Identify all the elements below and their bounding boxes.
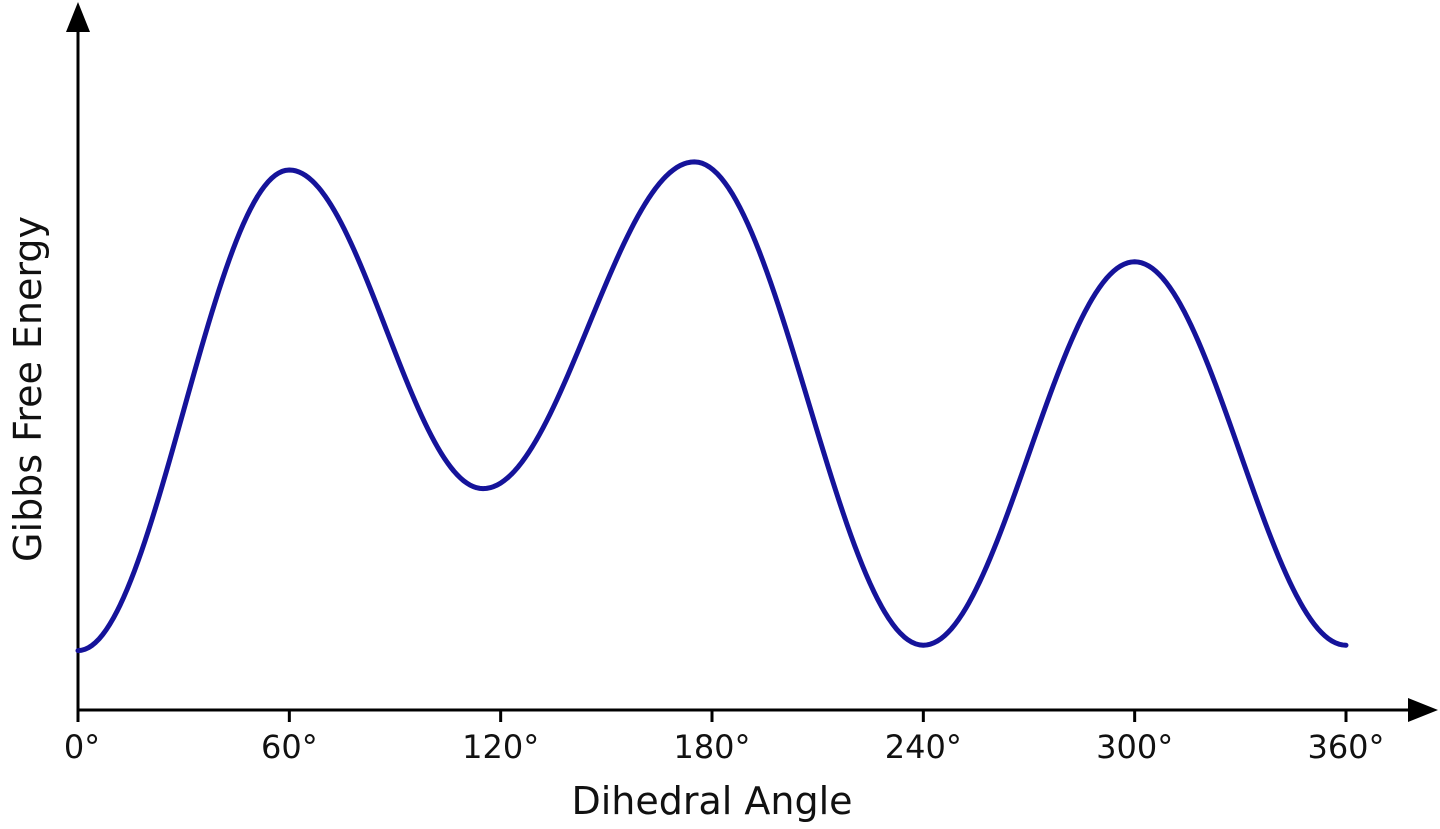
x-tick-label: 0°: [64, 728, 100, 766]
y-axis-arrowhead: [66, 2, 90, 32]
energy-curve-line: [75, 159, 1349, 654]
x-tick-label: 240°: [885, 728, 962, 766]
x-tick-label: 300°: [1096, 728, 1173, 766]
x-tick-label: 120°: [462, 728, 539, 766]
x-axis-arrowhead: [1408, 698, 1438, 722]
x-axis-title: Dihedral Angle: [571, 779, 852, 823]
y-axis-title: Gibbs Free Energy: [6, 216, 50, 562]
x-ticks: [76, 710, 1348, 722]
x-tick-label: 180°: [673, 728, 750, 766]
x-tick-label: 360°: [1307, 728, 1384, 766]
x-tick-labels: 0° 60° 120° 180° 240° 300° 360°: [64, 728, 1385, 766]
x-tick-label: 60°: [261, 728, 318, 766]
